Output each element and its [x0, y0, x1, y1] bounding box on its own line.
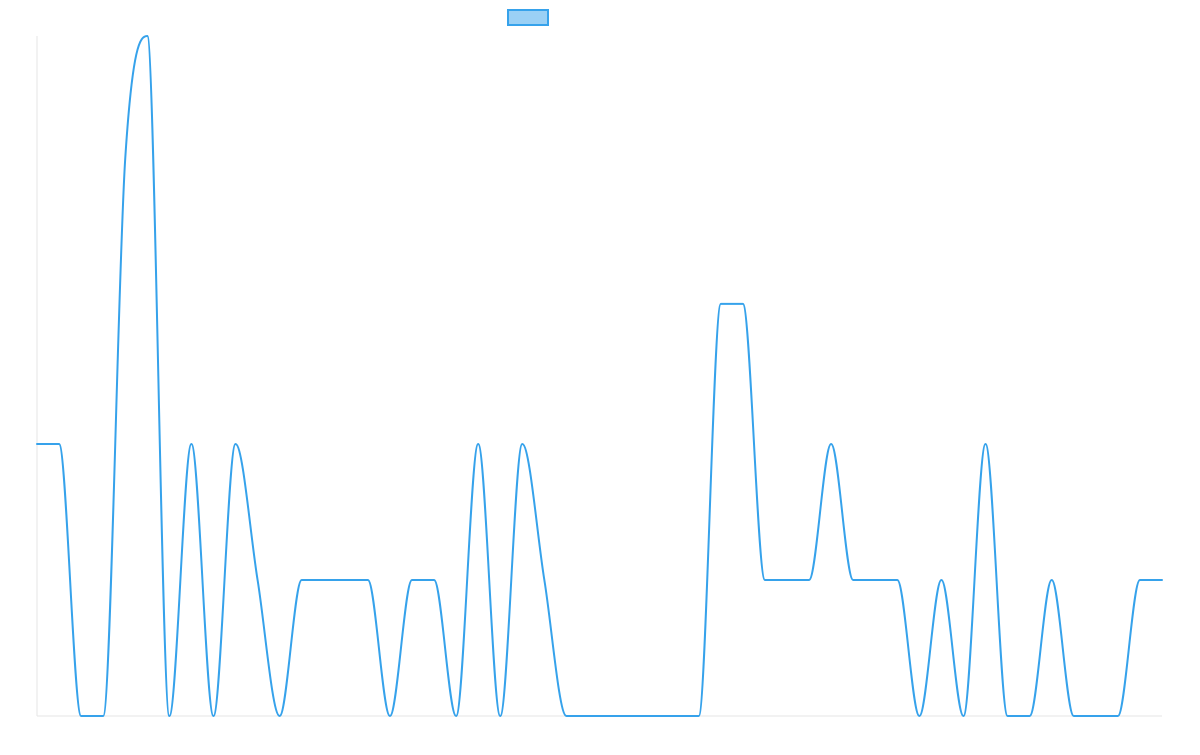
data-point[interactable] — [1005, 713, 1011, 719]
data-point[interactable] — [652, 713, 658, 719]
data-point[interactable] — [630, 713, 636, 719]
data-point[interactable] — [188, 441, 194, 447]
data-point[interactable] — [541, 577, 547, 583]
data-point[interactable] — [277, 713, 283, 719]
data-point[interactable] — [387, 713, 393, 719]
data-point[interactable] — [475, 441, 481, 447]
data-point[interactable] — [144, 33, 150, 39]
data-point[interactable] — [938, 577, 944, 583]
legend-swatch[interactable] — [507, 9, 549, 26]
data-point[interactable] — [696, 713, 702, 719]
data-point[interactable] — [210, 713, 216, 719]
data-point[interactable] — [894, 577, 900, 583]
data-point[interactable] — [497, 713, 503, 719]
data-point[interactable] — [343, 577, 349, 583]
data-point[interactable] — [431, 577, 437, 583]
legend[interactable] — [507, 9, 549, 26]
data-point[interactable] — [784, 577, 790, 583]
data-point[interactable] — [563, 713, 569, 719]
data-point[interactable] — [1159, 577, 1165, 583]
data-point[interactable] — [100, 713, 106, 719]
data-point[interactable] — [608, 713, 614, 719]
data-point[interactable] — [585, 713, 591, 719]
data-point[interactable] — [255, 577, 261, 583]
data-point[interactable] — [519, 441, 525, 447]
data-point[interactable] — [1027, 713, 1033, 719]
data-point[interactable] — [674, 713, 680, 719]
data-point[interactable] — [34, 441, 40, 447]
data-point[interactable] — [299, 577, 305, 583]
data-point[interactable] — [828, 441, 834, 447]
data-point[interactable] — [56, 441, 62, 447]
data-point[interactable] — [806, 577, 812, 583]
data-point[interactable] — [409, 577, 415, 583]
data-point[interactable] — [1137, 577, 1143, 583]
data-point[interactable] — [321, 577, 327, 583]
data-point[interactable] — [740, 301, 746, 307]
data-point[interactable] — [1071, 713, 1077, 719]
axes — [36, 36, 1162, 717]
data-point[interactable] — [872, 577, 878, 583]
data-point[interactable] — [122, 155, 128, 161]
data-point[interactable] — [166, 713, 172, 719]
data-point[interactable] — [233, 441, 239, 447]
data-point[interactable] — [453, 713, 459, 719]
series-group — [34, 33, 1165, 719]
data-point[interactable] — [365, 577, 371, 583]
data-point[interactable] — [718, 301, 724, 307]
data-point[interactable] — [983, 441, 989, 447]
series-line — [36, 35, 1163, 717]
data-point[interactable] — [1093, 713, 1099, 719]
data-point[interactable] — [762, 577, 768, 583]
data-point[interactable] — [850, 577, 856, 583]
data-point[interactable] — [1049, 577, 1055, 583]
data-point[interactable] — [916, 713, 922, 719]
data-point[interactable] — [960, 713, 966, 719]
data-point[interactable] — [78, 713, 84, 719]
data-point[interactable] — [1115, 713, 1121, 719]
